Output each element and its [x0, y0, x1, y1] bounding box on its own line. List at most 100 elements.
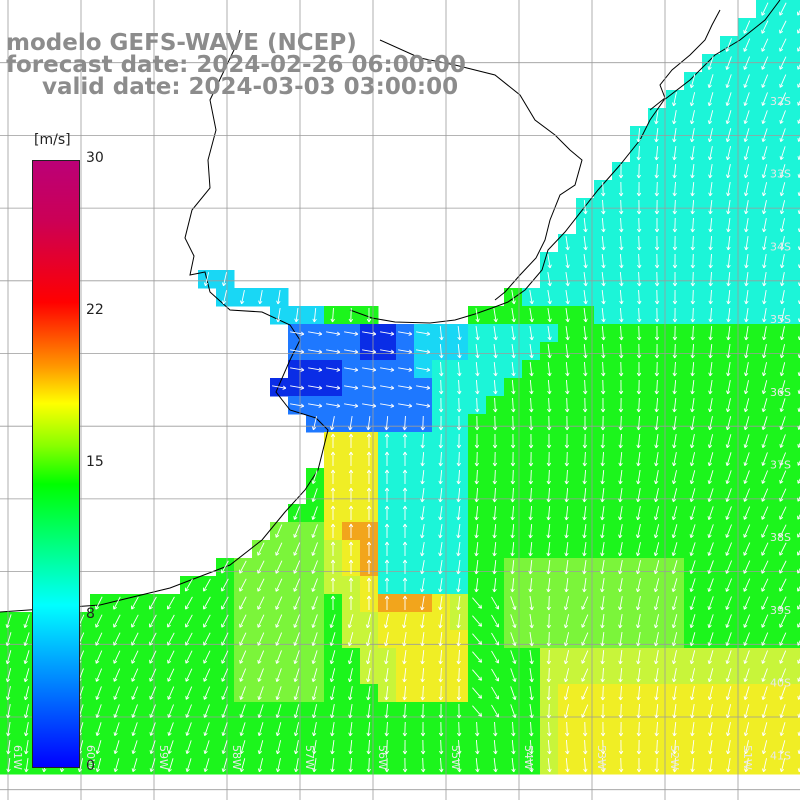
- wind-arrow-head: [743, 589, 748, 592]
- wind-arrow-head: [743, 515, 745, 520]
- wind-arrow: [709, 182, 713, 196]
- wind-arrow: [493, 757, 497, 773]
- wind-arrow-head: [565, 516, 569, 521]
- wind-arrow-head: [761, 372, 764, 376]
- wind-arrow-head: [313, 426, 317, 431]
- wind-arrow-head: [332, 595, 336, 600]
- wind-arrow-head: [293, 696, 296, 700]
- wind-arrow-head: [600, 642, 603, 647]
- wind-arrow: [638, 145, 640, 161]
- latitude-label: 35S: [770, 313, 791, 326]
- wind-arrow-head: [708, 499, 712, 503]
- wind-arrow: [745, 182, 749, 196]
- wind-arrow-head: [690, 228, 693, 233]
- wind-arrow-head: [620, 210, 624, 215]
- wind-arrow-head: [282, 387, 287, 390]
- wind-arrow: [512, 469, 514, 485]
- wind-arrow: [602, 685, 604, 701]
- wind-arrow-head: [300, 349, 305, 353]
- wind-arrow-head: [707, 660, 710, 664]
- wind-arrow-head: [494, 462, 498, 467]
- wind-arrow-head: [511, 408, 514, 413]
- wind-arrow-head: [691, 390, 695, 395]
- wind-arrow: [472, 597, 482, 609]
- wind-arrow: [727, 380, 731, 394]
- wind-arrow-head: [636, 750, 640, 755]
- wind-arrow: [692, 217, 694, 233]
- wind-arrow-head: [531, 372, 534, 377]
- wind-arrow-head: [438, 498, 441, 503]
- wind-arrow-head: [276, 318, 279, 323]
- wind-arrow: [510, 596, 516, 610]
- wind-arrow-head: [330, 426, 333, 431]
- wind-arrow-head: [385, 678, 389, 683]
- wind-arrow: [403, 650, 407, 664]
- longitude-label: 60W: [84, 745, 97, 770]
- wind-arrow-head: [549, 354, 552, 359]
- wind-arrow: [780, 362, 786, 376]
- wind-arrow: [798, 694, 800, 700]
- wind-arrow-head: [638, 750, 642, 755]
- wind-arrow-head: [329, 678, 332, 682]
- wind-arrow-head: [582, 570, 585, 575]
- wind-arrow: [472, 615, 482, 627]
- wind-arrow-head: [602, 444, 605, 449]
- wind-arrow-head: [331, 426, 335, 431]
- wind-arrow-head: [336, 367, 341, 371]
- wind-arrow-head: [113, 661, 118, 664]
- wind-arrow: [656, 163, 658, 179]
- wind-arrow: [690, 74, 696, 88]
- wind-arrow-head: [5, 642, 8, 646]
- wind-arrow: [583, 757, 587, 773]
- wind-arrow-head: [404, 750, 408, 755]
- wind-arrow-head: [636, 336, 640, 341]
- wind-arrow-head: [421, 534, 425, 539]
- wind-arrow-head: [511, 336, 515, 341]
- wind-arrow-head: [259, 300, 263, 305]
- wind-arrow-head: [529, 624, 533, 629]
- wind-arrow: [727, 325, 731, 341]
- wind-arrow: [762, 434, 768, 448]
- wind-arrow-head: [368, 750, 371, 755]
- coastline-line: [349, 0, 781, 324]
- wind-arrow-head: [350, 433, 354, 438]
- wind-arrow-head: [514, 696, 517, 700]
- wind-arrow-head: [779, 174, 782, 178]
- wind-arrow-head: [456, 588, 459, 593]
- wind-arrow-head: [708, 408, 711, 413]
- wind-arrow-head: [366, 426, 369, 431]
- wind-arrow: [149, 632, 157, 646]
- wind-arrow-head: [511, 318, 515, 323]
- wind-arrow: [709, 217, 713, 233]
- wind-arrow-head: [761, 714, 764, 718]
- wind-arrow-head: [725, 498, 728, 502]
- wind-arrow-head: [492, 552, 495, 557]
- wind-arrow: [779, 452, 787, 466]
- wind-arrow-head: [548, 480, 551, 485]
- wind-arrow-head: [440, 462, 443, 467]
- wind-arrow-head: [689, 552, 692, 556]
- wind-arrow-head: [384, 426, 387, 431]
- wind-arrow: [294, 722, 300, 736]
- wind-arrow-head: [440, 444, 444, 449]
- wind-arrow-head: [95, 768, 98, 772]
- wind-arrow-head: [475, 552, 479, 557]
- wind-arrow-head: [368, 523, 372, 528]
- wind-arrow-head: [203, 732, 206, 736]
- wind-arrow-head: [331, 768, 335, 773]
- wind-arrow: [530, 469, 532, 485]
- wind-arrow-head: [798, 194, 800, 197]
- wind-arrow-head: [798, 734, 800, 736]
- wind-arrow: [726, 74, 732, 88]
- wind-arrow: [654, 578, 660, 592]
- wind-arrow-head: [440, 714, 444, 719]
- wind-arrow-head: [24, 661, 28, 665]
- wind-arrow-head: [312, 499, 316, 502]
- wind-cell: [792, 432, 800, 451]
- wind-arrow-head: [421, 660, 425, 665]
- wind-arrow-head: [620, 192, 624, 197]
- wind-arrow-head: [350, 318, 354, 323]
- wind-arrow: [475, 577, 479, 593]
- wind-arrow-head: [726, 246, 729, 251]
- wind-arrow-head: [311, 606, 313, 610]
